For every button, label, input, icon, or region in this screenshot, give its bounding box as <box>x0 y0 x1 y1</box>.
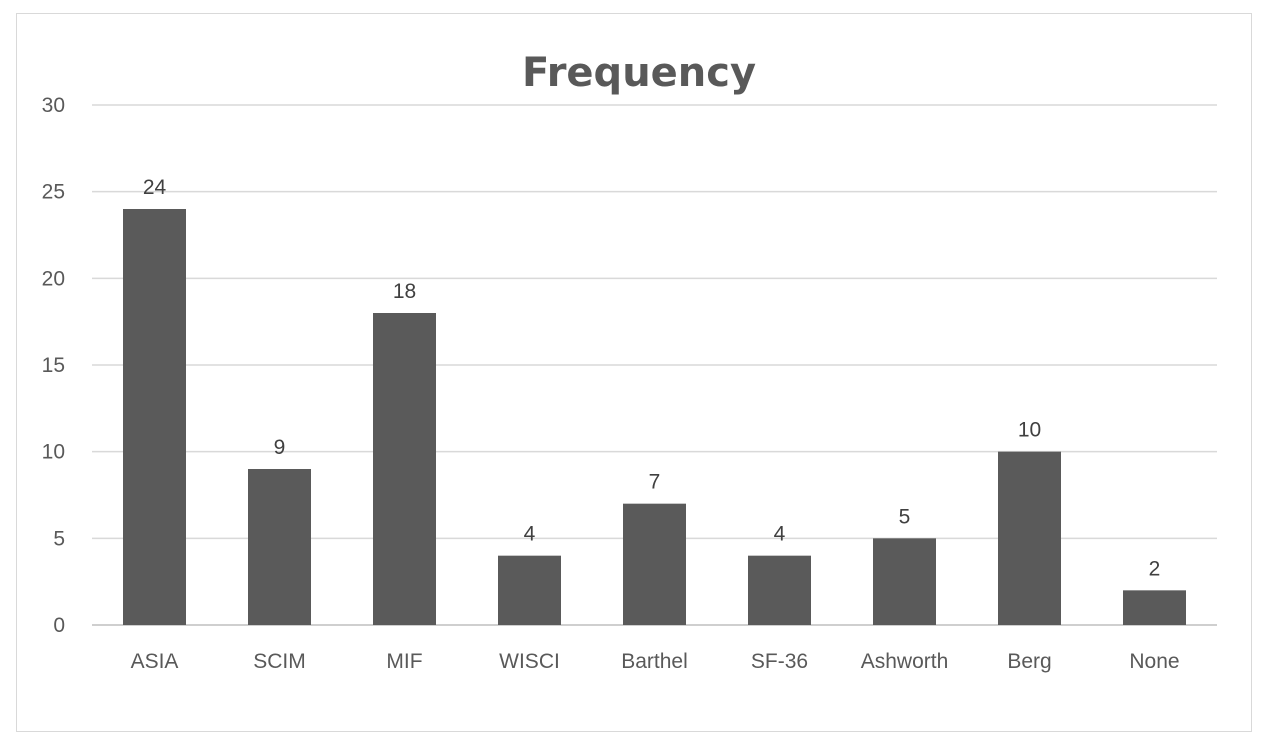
x-tick-label: SCIM <box>253 650 306 673</box>
y-tick-label: 0 <box>53 614 65 637</box>
data-label: 24 <box>143 176 167 199</box>
data-label: 4 <box>774 523 786 546</box>
data-label: 5 <box>899 505 911 528</box>
data-label: 2 <box>1149 557 1161 580</box>
y-tick-label: 30 <box>42 94 65 117</box>
x-tick-label: MIF <box>386 650 422 673</box>
bar-mif <box>373 313 436 625</box>
x-tick-label: Berg <box>1007 650 1051 673</box>
x-tick-label: Ashworth <box>861 650 949 673</box>
x-tick-label: ASIA <box>131 650 179 673</box>
chart-title: Frequency <box>522 50 756 96</box>
x-tick-label: WISCI <box>499 650 560 673</box>
bar-barthel <box>623 503 686 625</box>
bar-scim <box>248 469 311 625</box>
chart-frame <box>16 13 1252 732</box>
y-tick-label: 25 <box>42 181 65 204</box>
bar-sf-36 <box>748 555 811 625</box>
x-tick-label: SF-36 <box>751 650 808 673</box>
bar-wisci <box>498 555 561 625</box>
data-label: 9 <box>274 436 286 459</box>
y-tick-label: 15 <box>42 354 65 377</box>
y-tick-label: 5 <box>53 527 65 550</box>
data-label: 7 <box>649 471 661 494</box>
y-tick-label: 10 <box>42 441 65 464</box>
bar-none <box>1123 590 1186 625</box>
x-tick-label: None <box>1129 650 1179 673</box>
y-tick-label: 20 <box>42 267 65 290</box>
bar-ashworth <box>873 538 936 625</box>
bar-asia <box>123 209 186 625</box>
data-label: 18 <box>393 280 416 303</box>
data-label: 4 <box>524 523 536 546</box>
bar-berg <box>998 451 1061 625</box>
data-label: 10 <box>1018 419 1041 442</box>
x-tick-label: Barthel <box>621 650 688 673</box>
